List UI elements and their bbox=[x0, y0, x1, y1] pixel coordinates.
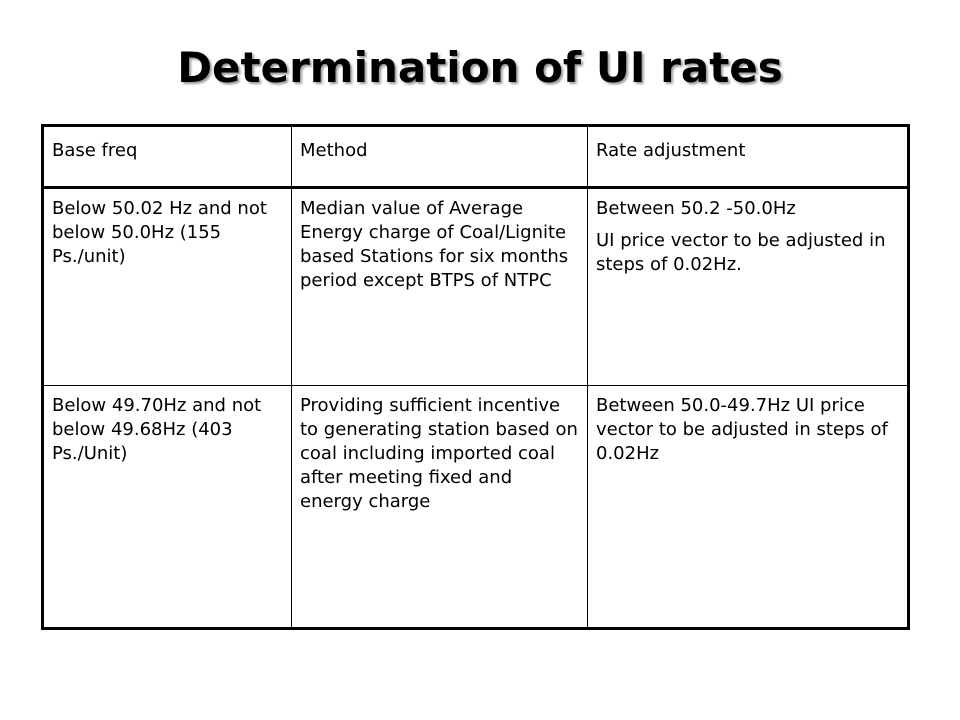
cell-rate-adjustment: Between 50.2 -50.0Hz UI price vector to … bbox=[587, 187, 909, 386]
cell-method: Providing sufficient incentive to genera… bbox=[291, 385, 588, 629]
cell-rate-adjustment: Between 50.0-49.7Hz UI price vector to b… bbox=[587, 385, 909, 629]
header-base-freq: Base freq bbox=[42, 125, 292, 189]
cell-base-freq: Below 49.70Hz and not below 49.68Hz (403… bbox=[42, 385, 292, 629]
header-rate-adjustment: Rate adjustment bbox=[587, 125, 909, 189]
ui-rates-table: Base freq Method Rate adjustment Below 5… bbox=[41, 124, 910, 630]
slide-title: Determination of UI rates bbox=[177, 43, 783, 92]
cell-base-freq: Below 50.02 Hz and not below 50.0Hz (155… bbox=[42, 187, 292, 386]
rate-adjustment-detail: Between 50.0-49.7Hz UI price vector to b… bbox=[596, 395, 888, 464]
table-row: Below 49.70Hz and not below 49.68Hz (403… bbox=[42, 385, 909, 629]
cell-method: Median value of Average Energy charge of… bbox=[291, 187, 588, 386]
table-row: Below 50.02 Hz and not below 50.0Hz (155… bbox=[42, 187, 909, 386]
table-header-row: Base freq Method Rate adjustment bbox=[42, 125, 909, 189]
rate-adjustment-range: Between 50.2 -50.0Hz bbox=[596, 198, 796, 219]
header-method: Method bbox=[291, 125, 588, 189]
rate-adjustment-detail: UI price vector to be adjusted in steps … bbox=[596, 230, 886, 275]
